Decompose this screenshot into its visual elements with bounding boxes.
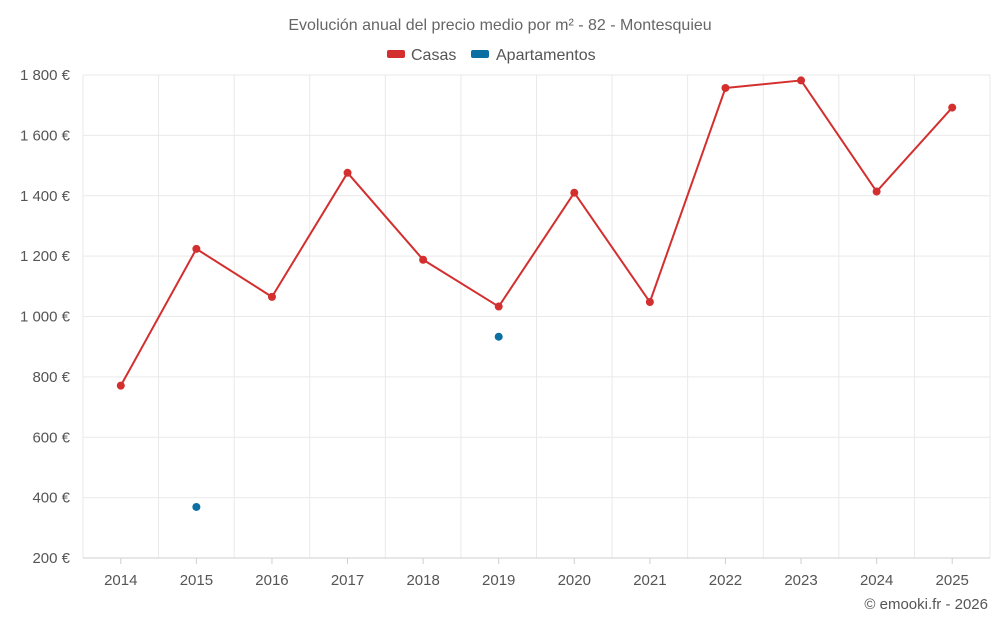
legend-label-apartamentos: Apartamentos	[496, 47, 596, 64]
y-axis: 200 € 400 € 600 € 800 € 1 000 € 1 200 € 1 400 …	[20, 67, 71, 567]
legend-label-casas: Casas	[411, 47, 456, 64]
data-point-casas[interactable]	[419, 255, 428, 264]
series-line-casas	[573, 191, 651, 304]
series-lines	[119, 79, 954, 387]
data-point-casas[interactable]	[343, 168, 352, 177]
data-point-casas[interactable]	[570, 188, 579, 197]
series-line-casas	[648, 86, 727, 304]
series-line-casas	[800, 79, 878, 193]
series-line-casas	[422, 258, 500, 308]
y-tick-label: 1 800 €	[20, 67, 71, 84]
data-point-casas[interactable]	[192, 244, 201, 253]
series-line-casas	[497, 191, 576, 308]
series-points	[116, 76, 957, 511]
series-line-casas	[875, 106, 954, 193]
data-point-casas[interactable]	[494, 302, 503, 311]
legend: Casas Apartamentos	[387, 47, 596, 64]
data-point-casas[interactable]	[797, 76, 806, 85]
data-point-casas[interactable]	[645, 298, 654, 307]
series-line-casas	[119, 247, 198, 387]
series-line-casas	[346, 171, 425, 261]
series-line-casas	[270, 171, 349, 298]
x-axis: 2014 2015 2016 2017 2018 2019 2020 2021 2022 2023…	[104, 558, 969, 589]
x-tick-label: 2021	[633, 572, 666, 589]
x-tick-label: 2020	[558, 572, 591, 589]
y-tick-label: 200 €	[32, 550, 70, 567]
chart-title: Evolución anual del precio medio por m² …	[288, 17, 711, 34]
x-tick-label: 2016	[255, 572, 288, 589]
data-point-apartamentos[interactable]	[494, 332, 503, 341]
y-tick-label: 400 €	[32, 490, 70, 507]
y-tick-label: 1 600 €	[20, 127, 71, 144]
series-line-casas	[195, 247, 273, 298]
gridlines	[82, 74, 991, 559]
x-tick-label: 2022	[709, 572, 742, 589]
legend-swatch-casas	[387, 50, 405, 58]
y-tick-label: 1 400 €	[20, 188, 71, 205]
legend-swatch-apartamentos	[471, 50, 489, 58]
x-tick-label: 2023	[784, 572, 817, 589]
credit-text: © emooki.fr - 2026	[864, 596, 988, 613]
x-tick-label: 2014	[104, 572, 137, 589]
y-tick-label: 1 000 €	[20, 309, 71, 326]
y-tick-label: 1 200 €	[20, 248, 71, 265]
data-point-casas[interactable]	[116, 381, 125, 390]
x-tick-label: 2024	[860, 572, 893, 589]
x-tick-label: 2015	[180, 572, 213, 589]
x-tick-label: 2025	[936, 572, 969, 589]
x-tick-label: 2019	[482, 572, 515, 589]
data-point-apartamentos[interactable]	[192, 502, 201, 511]
x-tick-label: 2018	[406, 572, 439, 589]
data-point-casas[interactable]	[721, 83, 730, 92]
data-point-casas[interactable]	[948, 103, 957, 112]
y-tick-label: 800 €	[32, 369, 70, 386]
data-point-casas[interactable]	[872, 187, 881, 196]
y-tick-label: 600 €	[32, 429, 70, 446]
legend-item-casas[interactable]: Casas	[387, 47, 456, 64]
x-tick-label: 2017	[331, 572, 364, 589]
series-line-casas	[724, 79, 803, 89]
legend-item-apartamentos[interactable]: Apartamentos	[471, 47, 596, 64]
data-point-casas[interactable]	[267, 292, 276, 301]
